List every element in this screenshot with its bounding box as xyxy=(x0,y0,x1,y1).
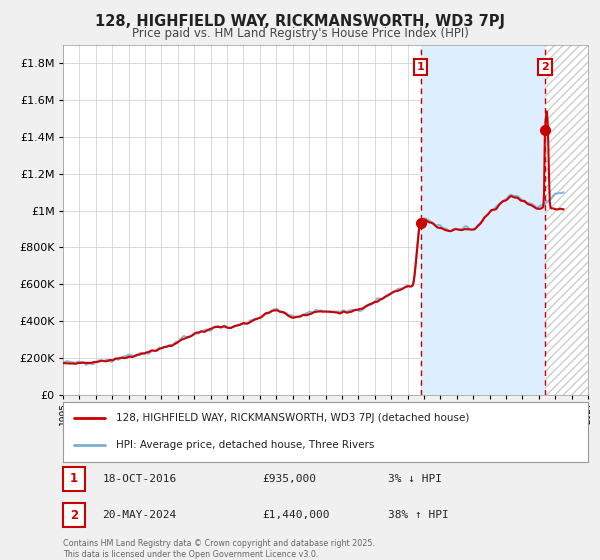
FancyBboxPatch shape xyxy=(63,503,85,528)
Text: 128, HIGHFIELD WAY, RICKMANSWORTH, WD3 7PJ: 128, HIGHFIELD WAY, RICKMANSWORTH, WD3 7… xyxy=(95,14,505,29)
Text: 38% ↑ HPI: 38% ↑ HPI xyxy=(389,510,449,520)
Text: 1: 1 xyxy=(70,473,78,486)
Text: Price paid vs. HM Land Registry's House Price Index (HPI): Price paid vs. HM Land Registry's House … xyxy=(131,27,469,40)
Text: 2: 2 xyxy=(541,62,549,72)
Text: 1: 1 xyxy=(417,62,425,72)
Text: HPI: Average price, detached house, Three Rivers: HPI: Average price, detached house, Thre… xyxy=(115,440,374,450)
Text: £1,440,000: £1,440,000 xyxy=(263,510,330,520)
Text: 128, HIGHFIELD WAY, RICKMANSWORTH, WD3 7PJ (detached house): 128, HIGHFIELD WAY, RICKMANSWORTH, WD3 7… xyxy=(115,413,469,423)
Bar xyxy=(545,45,588,395)
Text: Contains HM Land Registry data © Crown copyright and database right 2025.
This d: Contains HM Land Registry data © Crown c… xyxy=(63,539,375,559)
Text: 3% ↓ HPI: 3% ↓ HPI xyxy=(389,474,443,484)
FancyBboxPatch shape xyxy=(63,466,85,491)
Bar xyxy=(421,45,545,395)
Text: 18-OCT-2016: 18-OCT-2016 xyxy=(103,474,176,484)
Text: 20-MAY-2024: 20-MAY-2024 xyxy=(103,510,176,520)
Text: 2: 2 xyxy=(70,508,78,521)
Text: £935,000: £935,000 xyxy=(263,474,317,484)
